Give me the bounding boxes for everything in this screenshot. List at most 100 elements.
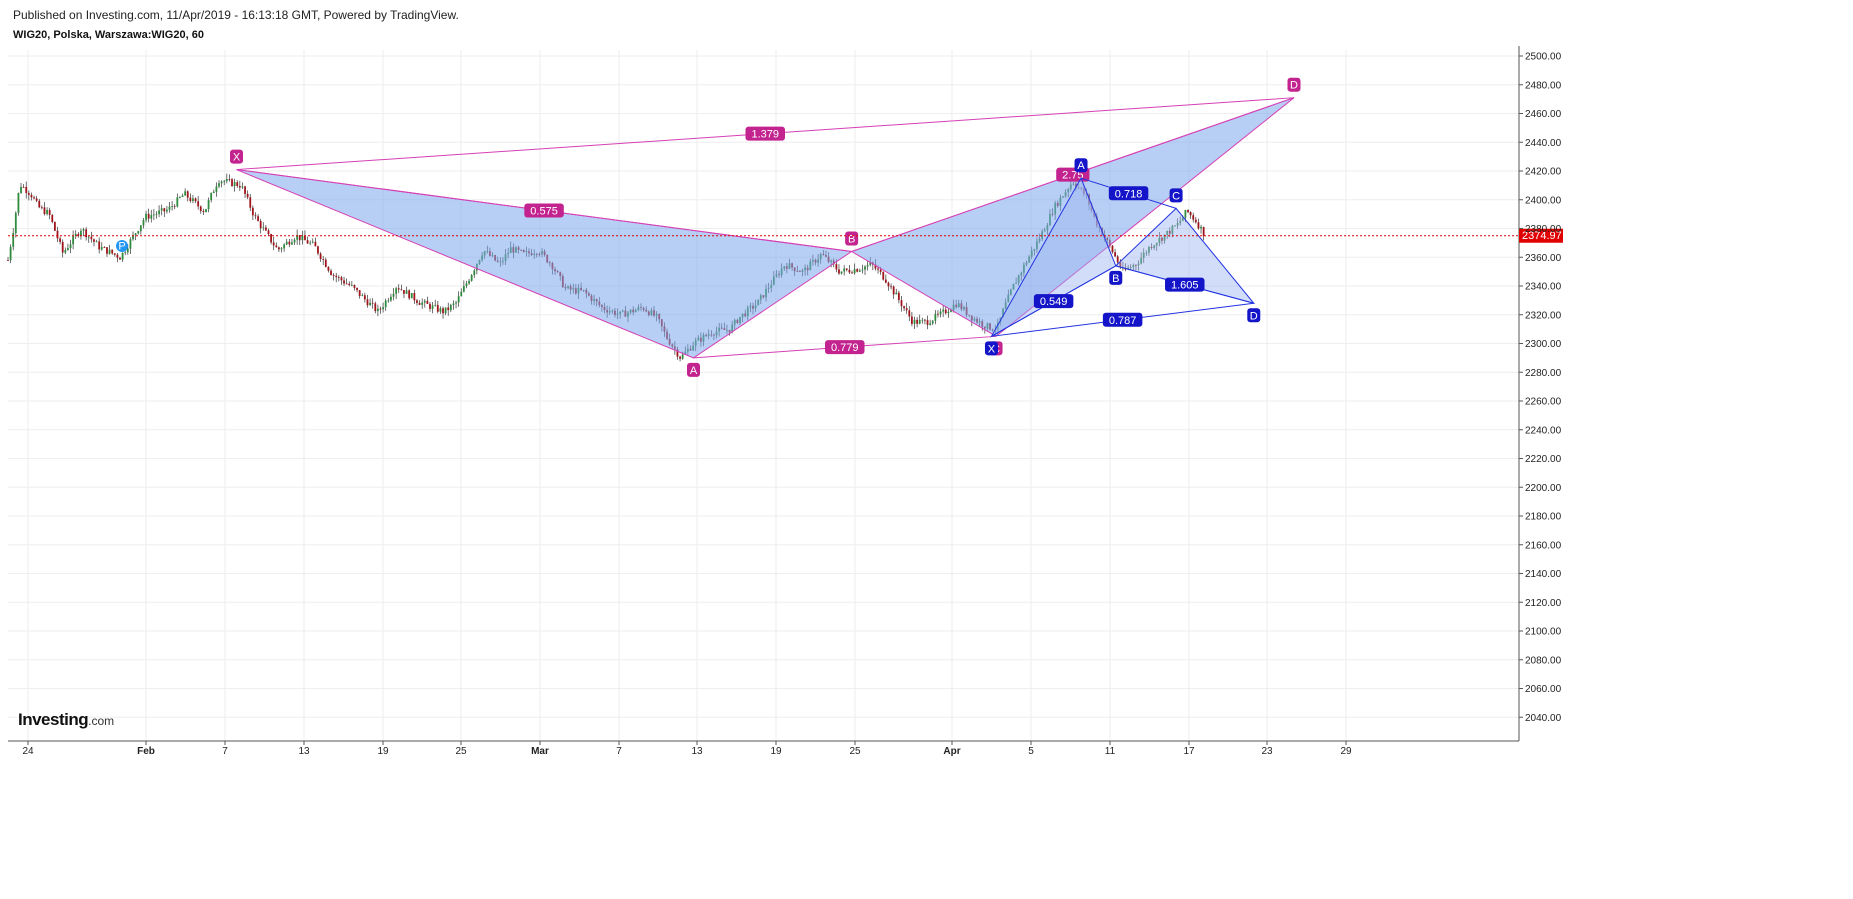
- candle-body: [95, 241, 98, 243]
- candle-body: [392, 293, 395, 297]
- harmonic-patterns[interactable]: 0.5750.7792.751.379XABCD0.5490.7181.6050…: [230, 77, 1301, 377]
- price-tick-label: 2280.00: [1525, 368, 1562, 379]
- ratio-label-bg: [1165, 277, 1205, 292]
- candle-body: [319, 253, 322, 259]
- candle-body: [1181, 217, 1184, 222]
- point-label-c: C: [1172, 190, 1180, 202]
- pattern-1[interactable]: 0.575 0.779 2.75 1.379 X A B C D: [230, 77, 1301, 377]
- candle-body: [121, 252, 124, 260]
- candle-body: [139, 225, 142, 232]
- candle-body: [473, 270, 476, 276]
- candle-body: [20, 186, 22, 193]
- candle-body: [241, 186, 244, 188]
- candle-body: [220, 181, 223, 184]
- candle-body: [921, 319, 924, 321]
- candle-body: [882, 271, 885, 280]
- candle-body: [838, 269, 840, 274]
- candle-body: [100, 247, 103, 250]
- candle-body: [77, 233, 80, 236]
- candle-body: [25, 186, 28, 193]
- candle-body: [98, 241, 101, 250]
- candle-body: [934, 313, 937, 321]
- candle-body: [439, 308, 442, 312]
- price-axis[interactable]: 2500.00 2480.00 2460.00 2440.00 2420.00 2400.…: [1519, 52, 1562, 724]
- candle-body: [387, 300, 390, 302]
- price-tick-label: 2480.00: [1525, 80, 1562, 91]
- candle-body: [908, 310, 911, 317]
- candle-body: [911, 316, 913, 324]
- time-axis[interactable]: 24 Feb 7 13 19 25 Mar 7 13 19 25 Apr 5 11 17 23 29: [22, 741, 1352, 757]
- candle-body: [468, 280, 470, 284]
- candle-body: [223, 181, 226, 182]
- candle-body: [843, 268, 846, 272]
- candle-body: [426, 300, 429, 304]
- ratio-label: 1.605: [1171, 280, 1199, 292]
- candle-body: [40, 207, 43, 209]
- published-info: Published on Investing.com, 11/Apr/2019 …: [13, 8, 459, 22]
- ratio-label: 0.575: [530, 206, 558, 218]
- candle-body: [197, 201, 200, 207]
- candle-body: [462, 286, 465, 292]
- time-tick-label: 5: [1028, 746, 1034, 757]
- candle-body: [1114, 252, 1116, 257]
- candle-body: [324, 259, 327, 267]
- candle-body: [410, 293, 413, 299]
- candle-body: [447, 307, 450, 311]
- candle-body: [353, 285, 356, 288]
- candle-body: [212, 191, 215, 193]
- point-label-x: X: [233, 152, 241, 164]
- price-tick-label: 2060.00: [1525, 684, 1562, 695]
- candle-body: [270, 234, 272, 243]
- price-tick-label: 2360.00: [1525, 253, 1562, 264]
- symbol-title: WIG20, Polska, Warszawa:WIG20, 60: [13, 29, 204, 41]
- price-tick-label: 2500.00: [1525, 52, 1562, 63]
- candle-body: [90, 236, 93, 240]
- candle-body: [202, 211, 205, 213]
- candle-body: [1200, 226, 1202, 229]
- candle-body: [257, 216, 259, 221]
- candle-body: [134, 233, 137, 236]
- candle-body: [947, 311, 950, 314]
- candle-body: [113, 253, 116, 255]
- candle-body: [69, 244, 72, 249]
- candle-body: [887, 282, 890, 287]
- candle-body: [246, 193, 249, 198]
- candle-body: [340, 277, 343, 281]
- candle-body: [874, 264, 877, 269]
- candle-body: [405, 290, 408, 294]
- candle-body: [1194, 219, 1197, 223]
- candle-body: [384, 300, 387, 308]
- price-tick-label: 2420.00: [1525, 167, 1562, 178]
- candle-body: [85, 229, 88, 238]
- candle-body: [892, 286, 895, 295]
- candle-body: [181, 195, 184, 198]
- candle-body: [444, 307, 447, 314]
- candle-body: [905, 308, 908, 311]
- price-tick-label: 2100.00: [1525, 627, 1562, 638]
- ratio-label: 2.75: [1062, 170, 1083, 182]
- price-tick-label: 2180.00: [1525, 512, 1562, 523]
- price-tick-label: 2300.00: [1525, 339, 1562, 350]
- candle-body: [67, 248, 69, 250]
- candle-body: [145, 213, 147, 221]
- candle-body: [335, 275, 338, 278]
- ratio-label: 1.379: [751, 129, 779, 141]
- candle-body: [301, 235, 304, 241]
- candle-body: [249, 197, 252, 208]
- candle-body: [165, 209, 168, 212]
- candle-body: [397, 288, 400, 290]
- candle-body: [1142, 252, 1145, 258]
- candle-body: [944, 309, 947, 314]
- candle-body: [46, 210, 48, 215]
- pattern-2[interactable]: 0.549 0.718 1.605 0.787 X A B C D: [984, 158, 1261, 356]
- candle-body: [87, 236, 90, 238]
- candle-body: [267, 230, 270, 235]
- point-label-a-bg: [1074, 158, 1088, 173]
- point-label-a: A: [690, 365, 698, 377]
- candle-body: [939, 311, 942, 315]
- candle-body: [1179, 221, 1182, 224]
- point-label-d: D: [1250, 310, 1258, 322]
- ratio-label: 0.718: [1115, 188, 1143, 200]
- point-label-d: D: [1290, 80, 1298, 92]
